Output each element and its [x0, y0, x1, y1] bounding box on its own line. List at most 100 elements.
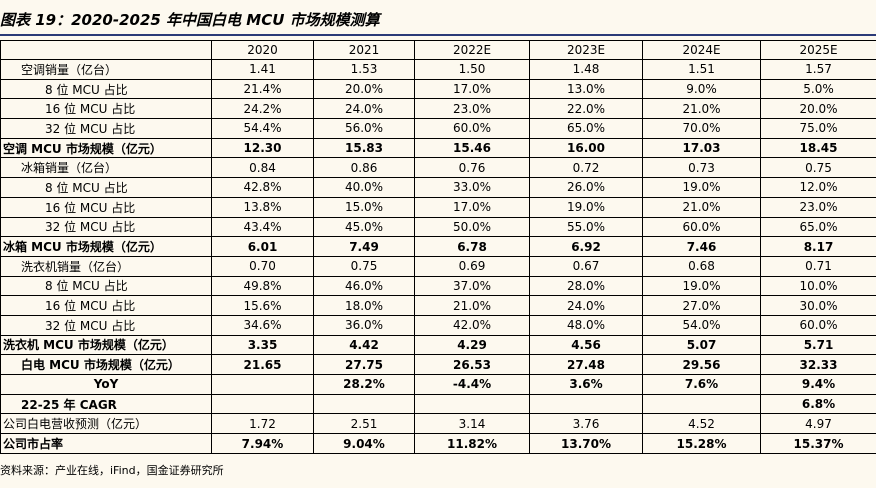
table-row: 洗衣机销量（亿台） 0.70 0.75 0.69 0.67 0.68 0.71 — [0, 255, 876, 277]
table-cell: 24.0% — [529, 295, 643, 316]
table-cell: 15.37% — [760, 433, 876, 454]
table-row: 白电 MCU 市场规模（亿元） 21.65 27.75 26.53 27.48 29.56… — [0, 354, 876, 375]
table-cell: 17.0% — [414, 78, 530, 100]
table-cell: 15.46 — [414, 137, 530, 159]
table-cell: 13.8% — [211, 196, 314, 218]
table-row: 32 位 MCU 占比 43.4% 45.0% 50.0% 55.0% 60.0% 65.0… — [0, 216, 876, 238]
table-cell: 18.0% — [313, 295, 415, 316]
table-row: YoY 28.2% -4.4% 3.6% 7.6% 9.4% — [0, 374, 876, 395]
table-row: 22-25 年 CAGR 6.8% — [0, 393, 876, 415]
table-cell: 0.69 — [414, 255, 530, 277]
table-row: 16 位 MCU 占比 15.6% 18.0% 21.0% 24.0% 27.0% 30.0… — [0, 295, 876, 316]
table-cell: 43.4% — [211, 216, 314, 238]
table-cell: 29.56 — [642, 354, 761, 375]
column-header: 2023E — [529, 40, 643, 60]
table-cell: 30.0% — [760, 295, 876, 316]
table-cell: 21.0% — [642, 98, 761, 120]
table-row: 32 位 MCU 占比 54.4% 56.0% 60.0% 65.0% 70.0% 75.0… — [0, 118, 876, 139]
table-cell: 7.6% — [642, 374, 761, 395]
row-label: 空调销量（亿台） — [0, 59, 212, 80]
table-cell: 0.67 — [529, 255, 643, 277]
table-cell: 32.33 — [760, 354, 876, 375]
table-cell: 48.0% — [529, 314, 643, 336]
table-cell: 13.0% — [529, 78, 643, 100]
table-cell: 65.0% — [760, 216, 876, 238]
table-cell: 4.56 — [529, 334, 643, 356]
table-cell: 16.00 — [529, 137, 643, 159]
row-label: 16 位 MCU 占比 — [0, 98, 212, 120]
table-cell: 3.14 — [414, 413, 530, 435]
table-cell: 1.48 — [529, 59, 643, 80]
table-cell: 50.0% — [414, 216, 530, 238]
table-cell: 12.30 — [211, 137, 314, 159]
table-cell: 20.0% — [313, 78, 415, 100]
table-cell: 0.75 — [760, 157, 876, 179]
table-cell: 4.29 — [414, 334, 530, 356]
table-cell: 6.78 — [414, 236, 530, 257]
table-cell: 0.72 — [529, 157, 643, 179]
table-cell — [414, 393, 530, 415]
row-label: 32 位 MCU 占比 — [0, 216, 212, 238]
table-cell: 37.0% — [414, 275, 530, 297]
table-row: 洗衣机 MCU 市场规模（亿元） 3.35 4.42 4.29 4.56 5.07 5.71 — [0, 334, 876, 356]
table-cell: 1.50 — [414, 59, 530, 80]
table-cell: 1.53 — [313, 59, 415, 80]
table-row: 空调 MCU 市场规模（亿元） 12.30 15.83 15.46 16.00 17.03… — [0, 137, 876, 159]
table-cell: 42.0% — [414, 314, 530, 336]
row-label: 8 位 MCU 占比 — [0, 275, 212, 297]
table-cell: 21.0% — [642, 196, 761, 218]
table-cell: 7.46 — [642, 236, 761, 257]
row-label: YoY — [0, 374, 212, 395]
header-row: 2020 2021 2022E 2023E 2024E 2025E — [0, 40, 876, 60]
table-cell: 15.6% — [211, 295, 314, 316]
row-label: 冰箱销量（亿台） — [0, 157, 212, 179]
table-cell: 21.0% — [414, 295, 530, 316]
row-label: 空调 MCU 市场规模（亿元） — [0, 137, 212, 159]
table-row: 16 位 MCU 占比 24.2% 24.0% 23.0% 22.0% 21.0% 20.0… — [0, 98, 876, 120]
table-row: 32 位 MCU 占比 34.6% 36.0% 42.0% 48.0% 54.0% 60.0… — [0, 314, 876, 336]
table-row: 8 位 MCU 占比 21.4% 20.0% 17.0% 13.0% 9.0% 5.0% — [0, 78, 876, 100]
table-cell: 0.68 — [642, 255, 761, 277]
table-cell: 28.0% — [529, 275, 643, 297]
table-cell: 22.0% — [529, 98, 643, 120]
table-cell: 0.75 — [313, 255, 415, 277]
table-cell: 7.49 — [313, 236, 415, 257]
row-label: 16 位 MCU 占比 — [0, 295, 212, 316]
row-label: 白电 MCU 市场规模（亿元） — [0, 354, 212, 375]
row-label: 32 位 MCU 占比 — [0, 314, 212, 336]
table-cell: 60.0% — [414, 118, 530, 139]
table-cell: 19.0% — [529, 196, 643, 218]
table-cell: 3.76 — [529, 413, 643, 435]
column-header: 2021 — [313, 40, 415, 60]
table-cell: 1.72 — [211, 413, 314, 435]
table-body: 空调销量（亿台） 1.41 1.53 1.50 1.48 1.51 1.57 8 位 MCU … — [0, 59, 876, 454]
table-row: 冰箱 MCU 市场规模（亿元） 6.01 7.49 6.78 6.92 7.46 8.17 — [0, 236, 876, 257]
table-cell — [211, 374, 314, 395]
table-cell: 0.70 — [211, 255, 314, 277]
table-cell: 26.0% — [529, 177, 643, 198]
table-cell: 60.0% — [642, 216, 761, 238]
table-cell: 27.0% — [642, 295, 761, 316]
table-cell: 15.28% — [642, 433, 761, 454]
table-cell: 9.4% — [760, 374, 876, 395]
table-cell: 10.0% — [760, 275, 876, 297]
table-cell: 6.8% — [760, 393, 876, 415]
table-cell: 24.0% — [313, 98, 415, 120]
table-cell: 56.0% — [313, 118, 415, 139]
table-row: 16 位 MCU 占比 13.8% 15.0% 17.0% 19.0% 21.0% 23.0… — [0, 196, 876, 218]
table-row: 8 位 MCU 占比 42.8% 40.0% 33.0% 26.0% 19.0% 12.0% — [0, 177, 876, 198]
table-cell: 1.57 — [760, 59, 876, 80]
column-header: 2022E — [414, 40, 530, 60]
row-label: 22-25 年 CAGR — [0, 393, 212, 415]
table-row: 冰箱销量（亿台） 0.84 0.86 0.76 0.72 0.73 0.75 — [0, 157, 876, 179]
table-cell: 17.0% — [414, 196, 530, 218]
table-cell: 15.83 — [313, 137, 415, 159]
table-cell: 3.6% — [529, 374, 643, 395]
table-cell: 21.65 — [211, 354, 314, 375]
table-cell: 34.6% — [211, 314, 314, 336]
title-divider — [0, 34, 876, 36]
table-cell: 6.92 — [529, 236, 643, 257]
table-cell: 60.0% — [760, 314, 876, 336]
table-cell: 19.0% — [642, 177, 761, 198]
figure-title: 图表 19：2020-2025 年中国白电 MCU 市场规模测算 — [0, 11, 380, 29]
